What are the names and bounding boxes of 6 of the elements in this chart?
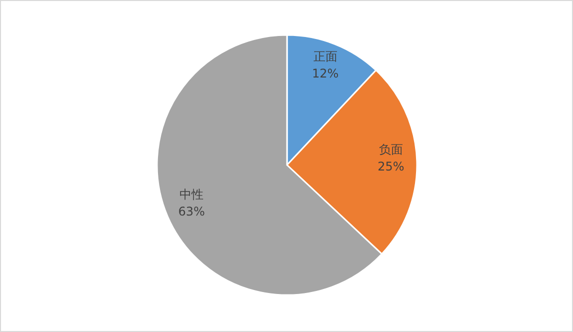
data-label: 63%: [178, 204, 205, 218]
slice-label: 正面: [313, 49, 338, 64]
data-label: 25%: [378, 160, 404, 174]
slice-label: 负面: [378, 142, 403, 157]
data-label: 12%: [312, 66, 339, 80]
slice-label: 中性: [180, 187, 204, 202]
